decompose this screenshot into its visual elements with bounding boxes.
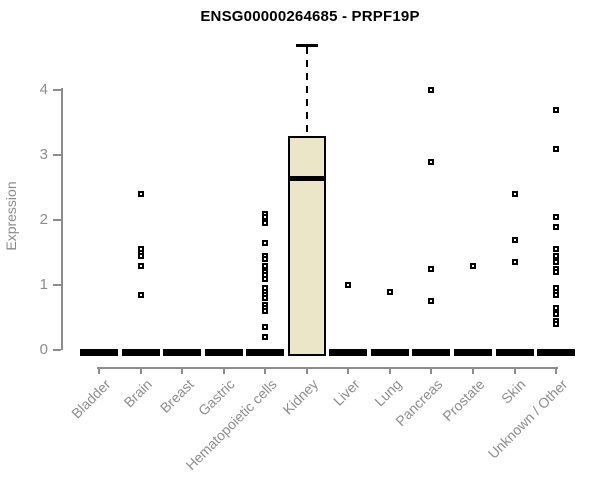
y-axis-tick <box>53 154 61 156</box>
data-point <box>137 191 144 197</box>
data-point <box>262 275 269 282</box>
x-axis-line <box>97 367 559 369</box>
data-point <box>553 311 560 318</box>
y-axis-line <box>61 88 63 350</box>
collapsed-boxplot <box>495 349 534 356</box>
y-tick-label: 2 <box>39 211 48 228</box>
y-tick-label: 4 <box>39 81 48 98</box>
data-point <box>511 259 518 266</box>
y-tick-label: 3 <box>39 146 48 163</box>
data-point <box>262 308 269 314</box>
data-point <box>386 288 393 295</box>
collapsed-boxplot <box>537 349 576 356</box>
x-axis-tick <box>471 367 474 374</box>
collapsed-boxplot <box>453 349 492 356</box>
data-point <box>511 236 518 243</box>
collapsed-boxplot <box>412 349 451 356</box>
x-axis-tick <box>430 367 433 374</box>
x-tick-label: Prostate <box>439 376 488 425</box>
x-axis-tick <box>305 367 308 374</box>
y-axis-tick <box>53 219 61 221</box>
data-point <box>262 324 269 331</box>
x-tick-label: Liver <box>329 376 363 409</box>
data-point <box>262 295 269 301</box>
collapsed-boxplot <box>370 349 409 356</box>
collapsed-boxplot <box>80 349 118 356</box>
data-point <box>553 304 560 311</box>
x-tick-label: Unknown / Other <box>484 376 571 462</box>
x-axis-tick <box>264 367 267 374</box>
data-point <box>428 158 435 165</box>
data-point <box>137 291 144 298</box>
data-point <box>553 321 560 327</box>
collapsed-boxplot <box>246 349 285 356</box>
data-point <box>469 262 476 269</box>
x-tick-label: Breast <box>156 376 197 416</box>
x-axis-tick <box>98 367 100 374</box>
collapsed-boxplot <box>329 349 368 356</box>
data-point <box>428 265 435 272</box>
x-axis-tick <box>222 367 225 374</box>
data-point <box>262 213 269 220</box>
collapsed-boxplot <box>204 349 243 356</box>
data-point <box>428 87 435 93</box>
x-tick-label: Kidney <box>279 376 322 418</box>
x-axis-tick <box>555 367 558 374</box>
y-axis-tick <box>53 89 61 91</box>
data-point <box>137 262 144 269</box>
y-tick-label: 0 <box>39 341 48 358</box>
data-point <box>428 298 435 305</box>
x-tick-label: Lung <box>370 376 405 410</box>
x-axis-tick <box>181 367 184 374</box>
upper-whisker <box>305 46 308 136</box>
data-point <box>553 291 560 298</box>
data-point <box>553 246 560 253</box>
x-axis-tick <box>513 367 516 374</box>
y-tick-label: 1 <box>39 276 48 293</box>
data-point <box>553 259 560 266</box>
y-axis-tick <box>53 349 61 351</box>
x-axis-tick <box>139 367 142 374</box>
boxplot-median <box>289 175 324 181</box>
collapsed-boxplot <box>163 349 202 356</box>
data-point <box>553 145 560 152</box>
data-point <box>137 252 144 259</box>
data-point <box>511 191 518 197</box>
x-axis-tick <box>347 367 350 374</box>
data-point <box>262 220 269 227</box>
x-tick-label: Brain <box>120 376 155 411</box>
data-point <box>553 213 560 220</box>
data-point <box>553 223 560 230</box>
data-point <box>262 262 269 269</box>
x-tick-label: Bladder <box>67 376 114 422</box>
data-point <box>345 282 352 288</box>
data-point <box>262 334 269 340</box>
data-point <box>553 269 560 275</box>
boxplot-box <box>287 135 326 356</box>
data-point <box>262 256 269 262</box>
x-tick-label: Skin <box>498 376 529 407</box>
y-axis-tick <box>53 284 61 286</box>
data-point <box>262 239 269 246</box>
data-point <box>553 106 560 113</box>
data-point <box>553 252 560 259</box>
x-axis-tick <box>388 367 391 374</box>
upper-whisker-cap <box>295 43 318 47</box>
chart-title: ENSG00000264685 - PRPF19P <box>200 8 420 25</box>
collapsed-boxplot <box>121 349 160 356</box>
